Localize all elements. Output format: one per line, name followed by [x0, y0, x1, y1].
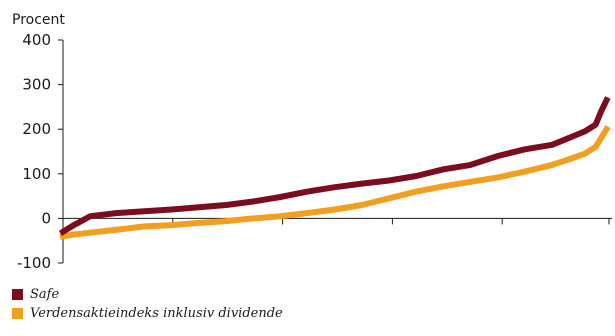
legend: Safe Verdensaktieindeks inklusiv dividen… — [12, 285, 283, 323]
y-tick-label: 100 — [22, 165, 51, 183]
y-tick-label: 200 — [22, 120, 51, 138]
legend-label-safe: Safe — [30, 286, 60, 302]
legend-item-safe: Safe — [12, 285, 283, 303]
y-tick-label: 300 — [22, 76, 51, 94]
y-tick-label: -100 — [17, 254, 51, 272]
y-axis-unit-label: Procent — [12, 12, 65, 28]
y-axis: 400 300 200 100 0 -100 — [17, 31, 64, 272]
legend-label-world-index: Verdensaktieindeks inklusiv dividende — [30, 305, 283, 321]
series-line-safe — [58, 96, 611, 236]
legend-item-world-index: Verdensaktieindeks inklusiv dividende — [12, 304, 283, 322]
legend-swatch-world-index — [12, 307, 23, 319]
x-axis — [63, 217, 612, 225]
series-line-world-index — [59, 125, 611, 240]
y-tick-label: 0 — [41, 209, 51, 227]
legend-swatch-safe — [12, 288, 23, 300]
y-tick-label: 400 — [22, 31, 51, 49]
line-chart: Procent 400 300 200 100 0 -100 — [12, 12, 612, 272]
series-lines — [58, 96, 611, 240]
